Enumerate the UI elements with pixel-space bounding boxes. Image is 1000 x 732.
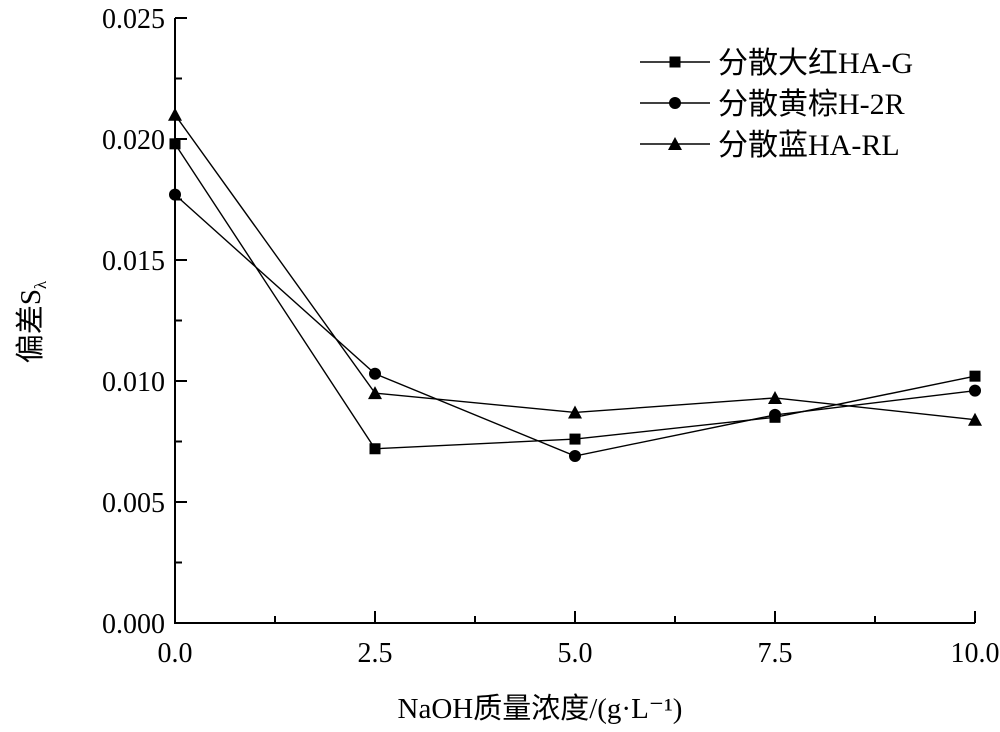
x-tick-label: 7.5 xyxy=(758,638,793,669)
data-point xyxy=(369,443,381,455)
x-tick-label: 2.5 xyxy=(358,638,393,669)
y-tick-label: 0.025 xyxy=(102,4,165,35)
x-tick-label: 0.0 xyxy=(158,638,193,669)
y-axis-label-subscript: λ xyxy=(31,280,50,289)
y-axis-label-group: 偏差Sλ xyxy=(14,280,50,363)
data-point xyxy=(969,384,981,397)
y-tick-label: 0.005 xyxy=(102,488,165,519)
legend-label: 分散黄棕H-2R xyxy=(718,88,905,121)
data-point xyxy=(968,412,982,426)
series-circle xyxy=(169,188,981,463)
data-point xyxy=(769,408,781,421)
legend-marker-triangle-icon xyxy=(668,137,682,150)
legend-marker-square-icon xyxy=(669,56,681,68)
data-point xyxy=(168,107,182,121)
legend-marker-circle-icon xyxy=(669,97,681,109)
axes: 0.0 2.5 5.0 7.5 10.0 0.000 0.005 0.010 0.015 0.02… xyxy=(102,4,1000,669)
legend-label: 分散蓝HA-RL xyxy=(718,129,900,162)
y-tick-label: 0.015 xyxy=(102,246,165,277)
data-point xyxy=(569,450,581,463)
series-group xyxy=(168,107,982,463)
y-tick-label: 0.010 xyxy=(102,367,165,398)
y-tick-label: 0.020 xyxy=(102,125,165,156)
data-point xyxy=(969,370,981,382)
x-tick-label: 10.0 xyxy=(951,638,1000,669)
data-point xyxy=(169,138,181,150)
data-point xyxy=(569,433,581,445)
data-point xyxy=(568,405,582,419)
data-point xyxy=(169,188,181,201)
x-axis-label: NaOH质量浓度/(g·L⁻¹) xyxy=(398,692,683,725)
series-line xyxy=(174,143,976,450)
series-triangle xyxy=(168,107,982,426)
data-point xyxy=(368,386,382,400)
data-point xyxy=(369,367,381,380)
svg-text:偏差Sλ: 偏差Sλ xyxy=(14,280,50,363)
y-tick-label: 0.000 xyxy=(102,609,165,640)
legend: 分散大红HA-G 分散黄棕H-2R 分散蓝HA-RL xyxy=(640,47,913,162)
legend-label: 分散大红HA-G xyxy=(718,47,913,80)
x-tick-label: 5.0 xyxy=(558,638,593,669)
y-axis-label: 偏差S xyxy=(14,289,47,363)
data-point xyxy=(768,390,782,404)
